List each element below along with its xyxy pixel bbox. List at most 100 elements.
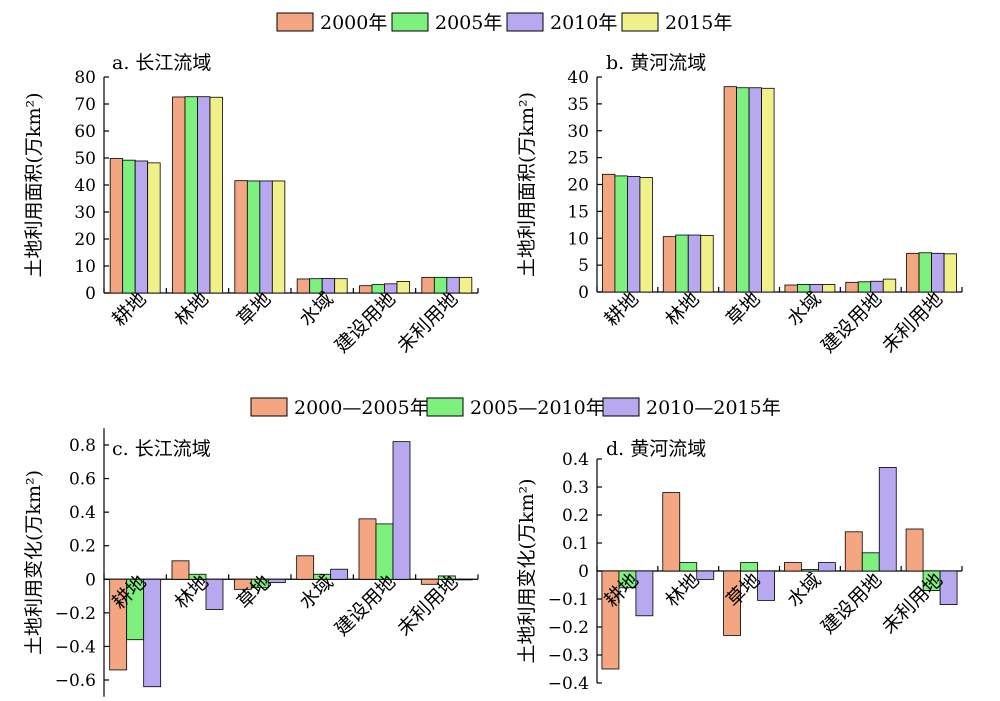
x-tick-label: 建设用地 [817,569,886,638]
y-tick-label: 40 [567,68,589,88]
bar [601,570,620,670]
bar [271,180,286,294]
x-tick-label: 草地 [722,288,764,330]
chart-title: c. 长江流域 [112,438,211,460]
bar [723,86,737,293]
bar [675,234,689,293]
bar [296,278,311,294]
bar [700,235,714,293]
y-tick-label: 35 [567,95,589,115]
y-tick-label: 0.3 [562,478,589,498]
bar [882,278,897,293]
bar [635,570,654,617]
y-tick-label: 0.4 [69,503,96,523]
bar [184,96,198,294]
bar [627,176,641,293]
bar [757,570,775,601]
x-tick-label: 未利用地 [878,288,947,357]
bar [918,252,932,293]
y-tick-label: 5 [578,256,589,276]
bar [197,96,211,294]
legend-swatch-1 [391,12,429,32]
y-tick-label: 0.4 [562,450,589,470]
x-tick-label: 耕地 [108,288,150,330]
y-tick-label: 10 [567,229,589,249]
bar [861,552,880,572]
bar [234,180,248,294]
bar [818,562,836,572]
bar [687,234,702,293]
bar [939,570,958,605]
bar [147,162,161,294]
chart-title: d. 黄河流域 [606,438,706,460]
y-tick-label: 0.1 [562,534,589,554]
legend-label-1: 2005年 [435,12,502,34]
x-tick-label: 建设用地 [331,288,400,357]
bar [209,96,223,294]
bar [171,560,190,580]
y-tick-label: 15 [567,202,589,222]
x-tick-label: 未利用地 [878,569,947,638]
bar [330,568,349,580]
y-tick-label: −0.1 [548,590,589,610]
y-tick-label: 0 [85,284,96,304]
y-tick-label: 0 [578,562,589,582]
y-tick-label: 0.6 [69,470,96,490]
bar [359,285,373,294]
x-tick-label: 林地 [661,288,703,330]
bar [784,562,802,572]
bar [931,252,945,293]
y-tick-label: 50 [74,149,96,169]
bar [250,578,269,589]
legend-label-0: 2000—2005年 [294,397,429,419]
legend-swatch-1 [426,397,464,417]
bar [334,278,348,294]
bar [420,578,439,585]
y-tick-label: 25 [567,149,589,169]
bar [188,573,207,580]
bar [723,570,741,636]
bar [784,284,798,293]
legend-label-0: 2000年 [320,12,387,34]
y-tick-label: 60 [74,122,96,142]
bar [943,253,957,293]
bar [639,177,653,293]
y-tick-label: 30 [567,122,589,142]
bar [375,523,394,580]
y-tick-label: −0.3 [548,646,589,666]
legend-swatch-2 [602,397,640,417]
y-tick-label: 0.8 [69,436,96,456]
bar [696,570,715,580]
legend-label-2: 2010—2015年 [646,397,781,419]
y-tick-label: 40 [74,176,96,196]
bar [437,575,456,580]
legend-swatch-0 [250,397,288,417]
y-axis-label: 土地利用变化(万km²) [23,470,45,655]
y-tick-label: 30 [74,203,96,223]
y-tick-label: 20 [74,230,96,250]
y-tick-label: 80 [74,68,96,88]
x-tick-label: 林地 [171,288,213,330]
y-tick-label: −0.4 [548,674,589,694]
y-axis-label: 土地利用变化(万km²) [516,479,538,664]
x-tick-label: 草地 [233,571,275,613]
bar [259,180,273,294]
y-tick-label: −0.2 [548,618,589,638]
x-tick-label: 耕地 [601,288,643,330]
legend-swatch-3 [621,12,659,32]
y-tick-label: 0.2 [69,537,96,557]
y-tick-label: −0.4 [55,637,96,657]
bar [296,555,315,580]
y-axis-label: 土地利用面积(万km²) [516,92,538,277]
x-tick-label: 建设用地 [817,288,886,357]
bar [761,87,775,293]
legend-label-1: 2005—2010年 [470,397,605,419]
bar [662,236,677,293]
bar [396,280,410,294]
bar [109,158,124,294]
chart-b-yellow-area: b. 黄河流域土地利用面积(万km²) 0 5 10 15 20 25 30 35 40 耕地 林地草… [516,52,963,357]
